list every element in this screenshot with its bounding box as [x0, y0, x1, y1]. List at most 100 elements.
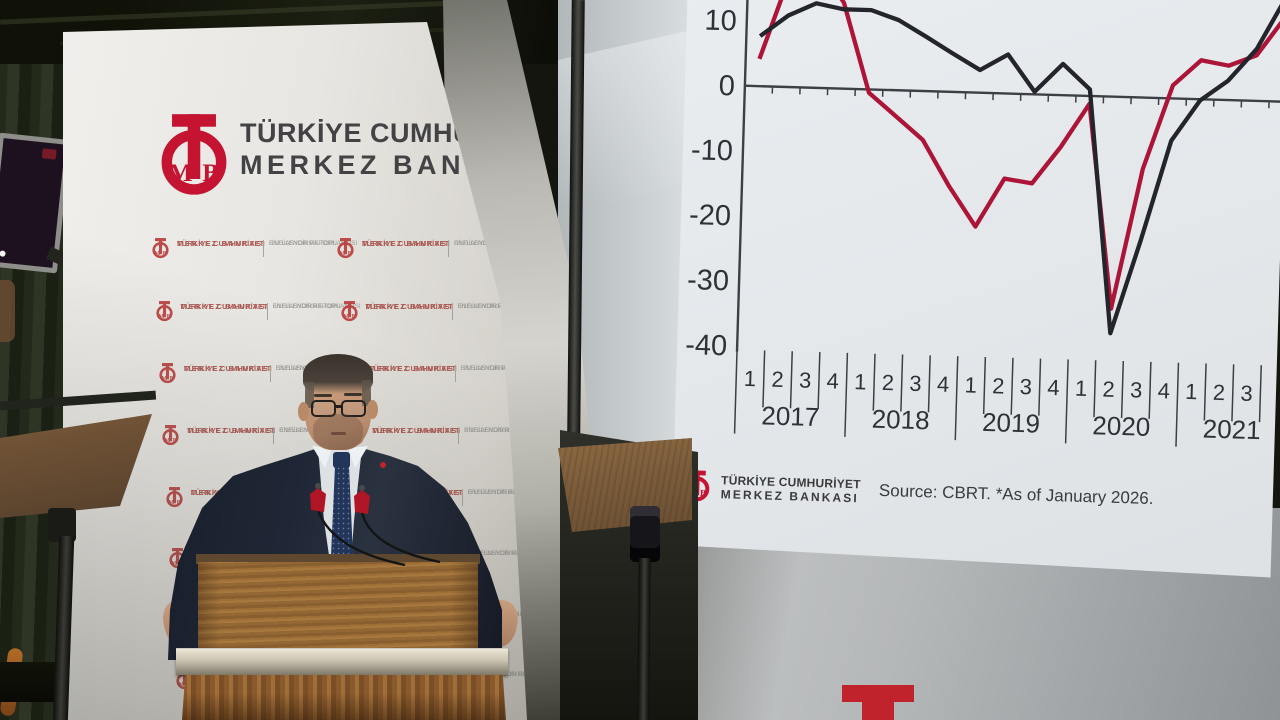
svg-text:B: B [700, 488, 707, 499]
quarter-label: 2 [992, 373, 1005, 398]
quarter-divider [1010, 357, 1014, 415]
red-t-bar [842, 685, 914, 702]
year-divider [844, 352, 849, 437]
stand-pole [637, 557, 651, 720]
tcmb-emblem-icon: M B [157, 362, 178, 385]
teleprompter-board [558, 438, 692, 532]
quarter-divider [1148, 361, 1152, 419]
tcmb-emblem-icon: M B [159, 363, 176, 384]
quarter-label: 1 [1075, 376, 1088, 401]
quarter-divider [789, 351, 793, 409]
tie-knot [333, 452, 350, 468]
quarter-divider [1093, 360, 1097, 418]
quarter-divider [817, 352, 821, 410]
stand-clamp [630, 506, 660, 562]
year-divider [733, 349, 738, 434]
speaker-ear [367, 400, 378, 419]
teleprompter-stand-right [550, 430, 700, 720]
glasses [309, 400, 369, 420]
mic-capsule [315, 483, 321, 489]
pattern-divider [273, 427, 275, 444]
pattern-divider [448, 240, 449, 257]
red-t-shape [842, 685, 914, 720]
teleprompter-glass-edge [0, 390, 157, 411]
quarter-label: 4 [937, 372, 950, 397]
y-axis-label: -30 [687, 264, 730, 297]
quarter-label: 2 [771, 367, 784, 392]
year-divider [1064, 359, 1069, 444]
pattern-divider [461, 489, 463, 506]
mic-windscreen-icon [354, 490, 370, 514]
pattern-divider [451, 303, 453, 320]
speaker-hair [305, 382, 314, 408]
quarter-label: 2 [1213, 380, 1226, 405]
pattern-divider [454, 365, 456, 382]
tcmb-emblem-icon: M B [162, 425, 179, 446]
quarter-label: 2 [1102, 376, 1115, 401]
lapel-pin [380, 462, 386, 468]
quarter-label: 1 [744, 366, 757, 391]
svg-text:B: B [173, 437, 177, 444]
quarter-label: 4 [1047, 375, 1060, 400]
speaker-eyebrow [344, 393, 362, 396]
speaker-mouth [331, 432, 346, 435]
quarter-divider [872, 353, 876, 411]
speaker-ear [298, 402, 309, 421]
quarter-label: 4 [826, 368, 839, 393]
tcmb-emblem-icon: M B [335, 237, 356, 260]
y-axis-label: -20 [689, 199, 732, 232]
pattern-divider [458, 427, 460, 444]
tcmb-emblem-icon: M B [155, 301, 173, 322]
monitor-power-led [0, 250, 6, 257]
svg-text:M: M [154, 250, 160, 257]
red-line [757, 0, 1280, 311]
glasses-lens [311, 400, 336, 417]
podium-metal-band [176, 648, 508, 675]
stand-pole [52, 535, 75, 720]
mic-capsule [359, 485, 365, 491]
year-divider [954, 356, 959, 441]
quarter-divider [1231, 364, 1235, 422]
quarter-divider [982, 356, 987, 414]
tcmb-emblem-icon: M B [154, 300, 175, 323]
source-note: Source: CBRT. *As of January 2026. [878, 480, 1154, 509]
podium-microphones [310, 483, 441, 567]
slide-footer: M B TÜRKİYE CUMHURİYET MERKEZ BANKASI So… [672, 466, 1274, 544]
quarter-divider [1203, 363, 1207, 421]
y-axis-line [735, 0, 750, 352]
red-t-stem [862, 701, 894, 720]
pattern-divider [263, 240, 264, 257]
svg-text:M: M [178, 681, 184, 688]
year-label: 2021 [1202, 413, 1261, 445]
monitor-logo-glow [41, 148, 57, 160]
quarter-divider [900, 354, 904, 412]
y-axis-label: 0 [718, 70, 735, 102]
year-divider [1175, 362, 1180, 447]
svg-text:M: M [161, 375, 167, 382]
tcmb-emblem-icon: M B [150, 237, 171, 260]
svg-text:M: M [171, 560, 177, 567]
y-axis-label: -40 [685, 329, 728, 362]
tcmb-emblem-icon: M B [337, 238, 354, 259]
svg-text:B: B [169, 375, 173, 382]
tcmb-emblem-icon: M B [340, 301, 358, 322]
quarter-label: 3 [799, 367, 812, 392]
quarter-divider [927, 355, 931, 413]
quarter-divider [1038, 358, 1042, 416]
mic-gooseneck [316, 509, 406, 567]
quarter-label: 3 [1240, 381, 1253, 406]
quarter-label: 1 [854, 369, 867, 394]
svg-text:B: B [202, 160, 219, 187]
svg-text:M: M [343, 313, 349, 320]
quarter-label: 1 [964, 372, 977, 397]
tcmb-emblem-icon: M B [160, 424, 181, 447]
svg-text:B: B [166, 313, 170, 320]
mic-gooseneck [360, 511, 441, 564]
teleprompter-board [0, 414, 152, 518]
svg-text:M: M [339, 250, 345, 257]
podium-top-edge [196, 554, 480, 564]
